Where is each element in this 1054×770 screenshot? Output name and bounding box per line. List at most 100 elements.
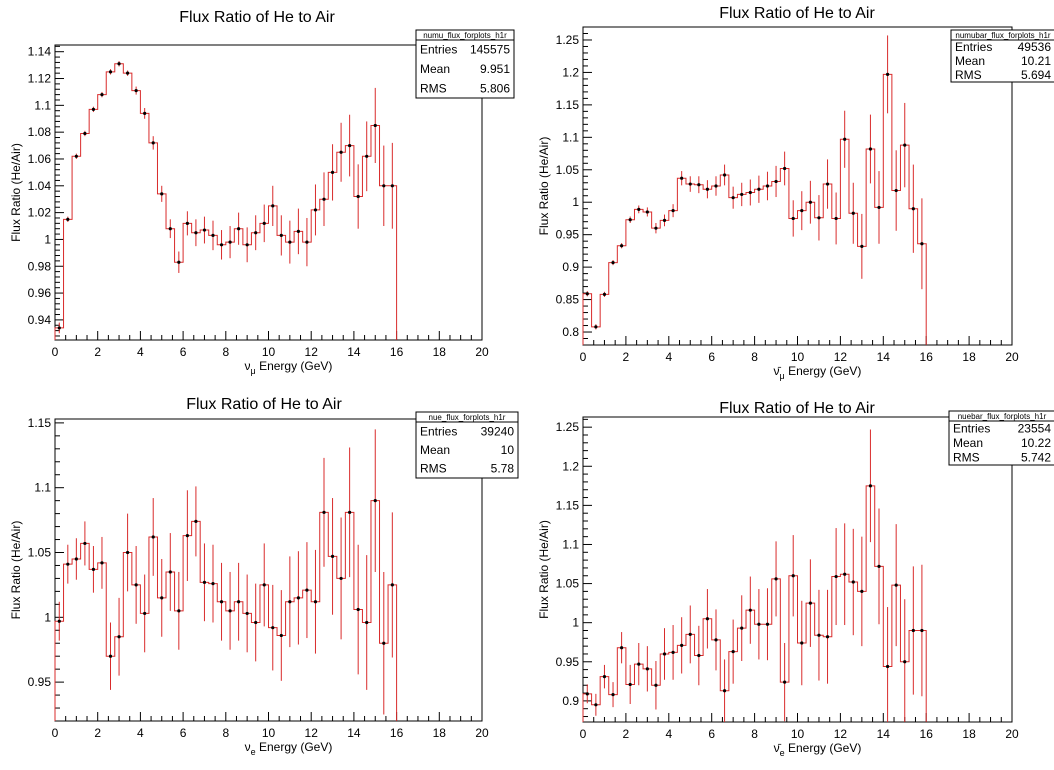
stats-entries-value: 39240 (481, 424, 515, 438)
data-point (125, 550, 130, 555)
stats-box-frame (948, 410, 1054, 466)
data-point (697, 183, 701, 187)
data-point (185, 534, 189, 538)
y-tick-label: 0.9 (562, 260, 579, 274)
stats-mean-label: Mean (420, 443, 450, 457)
x-tick-label: 4 (665, 350, 672, 364)
data-point (637, 662, 641, 666)
data-point (66, 562, 70, 566)
chart-title: Flux Ratio of He to Air (719, 400, 875, 417)
data-point (254, 231, 258, 235)
x-tick-label: 10 (791, 727, 805, 741)
data-point (194, 231, 198, 235)
data-point (731, 196, 735, 200)
data-point (365, 620, 369, 625)
x-tick-label: 8 (751, 350, 758, 364)
y-tick-label: 1 (572, 195, 579, 209)
x-tick-label: 10 (262, 345, 276, 359)
data-point (177, 609, 181, 613)
data-point (91, 567, 96, 571)
data-point (100, 93, 104, 97)
data-point (228, 609, 232, 613)
stats-rms-label: RMS (420, 81, 447, 95)
data-point (348, 143, 352, 148)
x-tick-label: 16 (920, 727, 934, 741)
x-tick-label: 18 (962, 350, 976, 364)
data-point (851, 580, 855, 584)
chart-nue-flux-ratio: Flux Ratio of He to Air 0 2 4 6 8 10 12 14 16 18 20… (9, 396, 519, 757)
x-tick-label: 2 (94, 345, 101, 359)
chart-title: Flux Ratio of He to Air (719, 5, 875, 22)
stats-name: numu_flux_forplots_h1r (423, 31, 507, 40)
x-tick-label: 18 (433, 726, 447, 740)
data-point (757, 622, 761, 626)
x-tick-label: 6 (180, 726, 187, 740)
data-point (620, 244, 624, 248)
panel-nue: Flux Ratio of He to Air 0 2 4 6 8 10 12 14 16 18 20… (0, 385, 527, 770)
data-point (373, 123, 377, 128)
data-point (177, 260, 181, 264)
stats-rms-value: 5.806 (480, 81, 510, 95)
panel-numu: Flux Ratio of He to Air 0 2 4 6 8 10 12 14 16 18 20… (0, 0, 527, 385)
stats-entries-label: Entries (420, 424, 457, 438)
y-tick-label: 0.95 (28, 675, 52, 689)
data-point (100, 561, 104, 565)
stats-mean-value: 10 (501, 443, 515, 457)
data-point (305, 240, 309, 244)
y-tick-label: 1.12 (28, 72, 52, 86)
data-point (271, 204, 275, 208)
x-tick-label: 12 (834, 727, 848, 741)
histogram-outline (582, 73, 927, 345)
data-point (594, 325, 598, 329)
stats-name: nuebar_flux_forplots_h1r (958, 412, 1047, 421)
x-axis-label-text: Energy (GeV) (785, 741, 862, 755)
data-point (680, 643, 684, 647)
y-tick-label: 0.8 (562, 325, 579, 339)
histogram-outline (582, 485, 927, 722)
x-axis-label-subscript: e (780, 748, 785, 758)
x-tick-label: 14 (347, 345, 361, 359)
data-point (91, 107, 96, 111)
x-tick-label: 0 (580, 727, 587, 741)
data-point (860, 589, 864, 593)
data-point (279, 633, 283, 638)
data-point (645, 210, 649, 214)
data-point (843, 137, 847, 141)
data-point (697, 653, 701, 658)
data-point (722, 689, 727, 693)
data-point (620, 646, 624, 650)
x-axis-label-symbol: ν̄ (774, 364, 782, 378)
x-tick-label: 14 (347, 726, 361, 740)
x-tick-label: 18 (962, 727, 976, 741)
stats-entries-label: Entries (420, 43, 457, 57)
histogram-outline (54, 500, 398, 721)
data-point (637, 207, 641, 211)
x-axis-label: νe Energy (GeV) (245, 740, 333, 757)
y-tick-label: 1.15 (556, 498, 580, 512)
y-tick-label: 1.05 (556, 163, 580, 177)
data-point (202, 580, 207, 584)
data-point (134, 88, 138, 93)
data-point (740, 626, 744, 630)
data-point (834, 216, 838, 221)
x-axis-label-symbol: ν̄ (774, 741, 782, 755)
data-point (611, 260, 615, 265)
data-point (390, 583, 394, 587)
data-point (313, 600, 318, 604)
y-tick-label: 0.85 (556, 293, 580, 307)
data-point (680, 176, 684, 180)
data-point (322, 197, 326, 201)
data-point (288, 240, 292, 244)
data-point (757, 187, 761, 191)
data-point (151, 535, 155, 539)
x-tick-label: 20 (475, 345, 489, 359)
stats-box-frame (950, 29, 1054, 83)
stats-rms-value: 5.694 (1021, 68, 1051, 82)
x-axis-label-text: Energy (GeV) (256, 359, 333, 373)
stats-entries-label: Entries (953, 421, 990, 435)
x-axis-label-subscript: e (251, 747, 256, 757)
data-point (628, 218, 632, 222)
data-point (313, 208, 318, 212)
y-tick-label: 1.14 (28, 45, 52, 59)
data-point (628, 682, 632, 687)
